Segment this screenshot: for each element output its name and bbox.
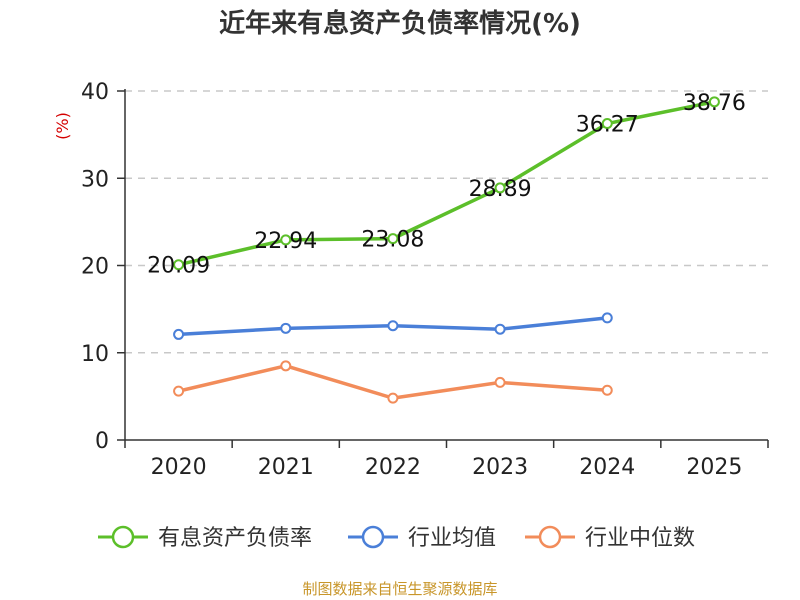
data-point	[280, 322, 292, 334]
data-point	[601, 384, 613, 396]
legend-swatch-marker	[361, 525, 385, 549]
source-note: 制图数据来自恒生聚源数据库	[302, 580, 497, 598]
data-point	[601, 118, 613, 130]
data-point	[280, 360, 292, 372]
data-point	[173, 328, 185, 340]
legend-swatch-marker	[111, 525, 135, 549]
data-label: 36.27	[576, 113, 639, 138]
data-label: 22.94	[254, 229, 317, 254]
data-point	[387, 233, 399, 245]
x-tick-label: 2025	[686, 455, 742, 480]
data-label: 38.76	[683, 91, 746, 116]
x-tick-label: 2021	[258, 455, 314, 480]
x-tick-label: 2022	[365, 455, 421, 480]
data-point	[280, 234, 292, 246]
legend-label: 行业均值	[408, 526, 496, 551]
data-point	[494, 323, 506, 335]
data-point	[601, 312, 613, 324]
data-label: 28.89	[469, 177, 532, 202]
legend-label: 有息资产负债率	[158, 526, 312, 551]
legend-label: 行业中位数	[585, 526, 695, 551]
x-tick-label: 2023	[472, 455, 528, 480]
data-point	[173, 385, 185, 397]
data-point	[494, 376, 506, 388]
data-point	[173, 259, 185, 271]
x-tick-label: 2020	[151, 455, 207, 480]
x-tick-label: 2024	[579, 455, 635, 480]
data-point	[708, 96, 720, 108]
y-tick-label: 0	[95, 429, 109, 454]
data-point	[387, 320, 399, 332]
data-label: 20.09	[147, 254, 210, 279]
data-label: 23.08	[361, 228, 424, 253]
y-tick-label: 20	[81, 255, 109, 280]
y-tick-label: 30	[81, 167, 109, 192]
legend-swatch-marker	[538, 525, 562, 549]
series-line-0	[176, 100, 717, 267]
y-tick-label: 40	[81, 80, 109, 105]
chart-title: 近年来有息资产负债率情况(%)	[219, 8, 581, 39]
data-point	[494, 182, 506, 194]
y-axis-label: (%)	[53, 112, 72, 140]
y-tick-label: 10	[81, 342, 109, 367]
data-point	[387, 392, 399, 404]
